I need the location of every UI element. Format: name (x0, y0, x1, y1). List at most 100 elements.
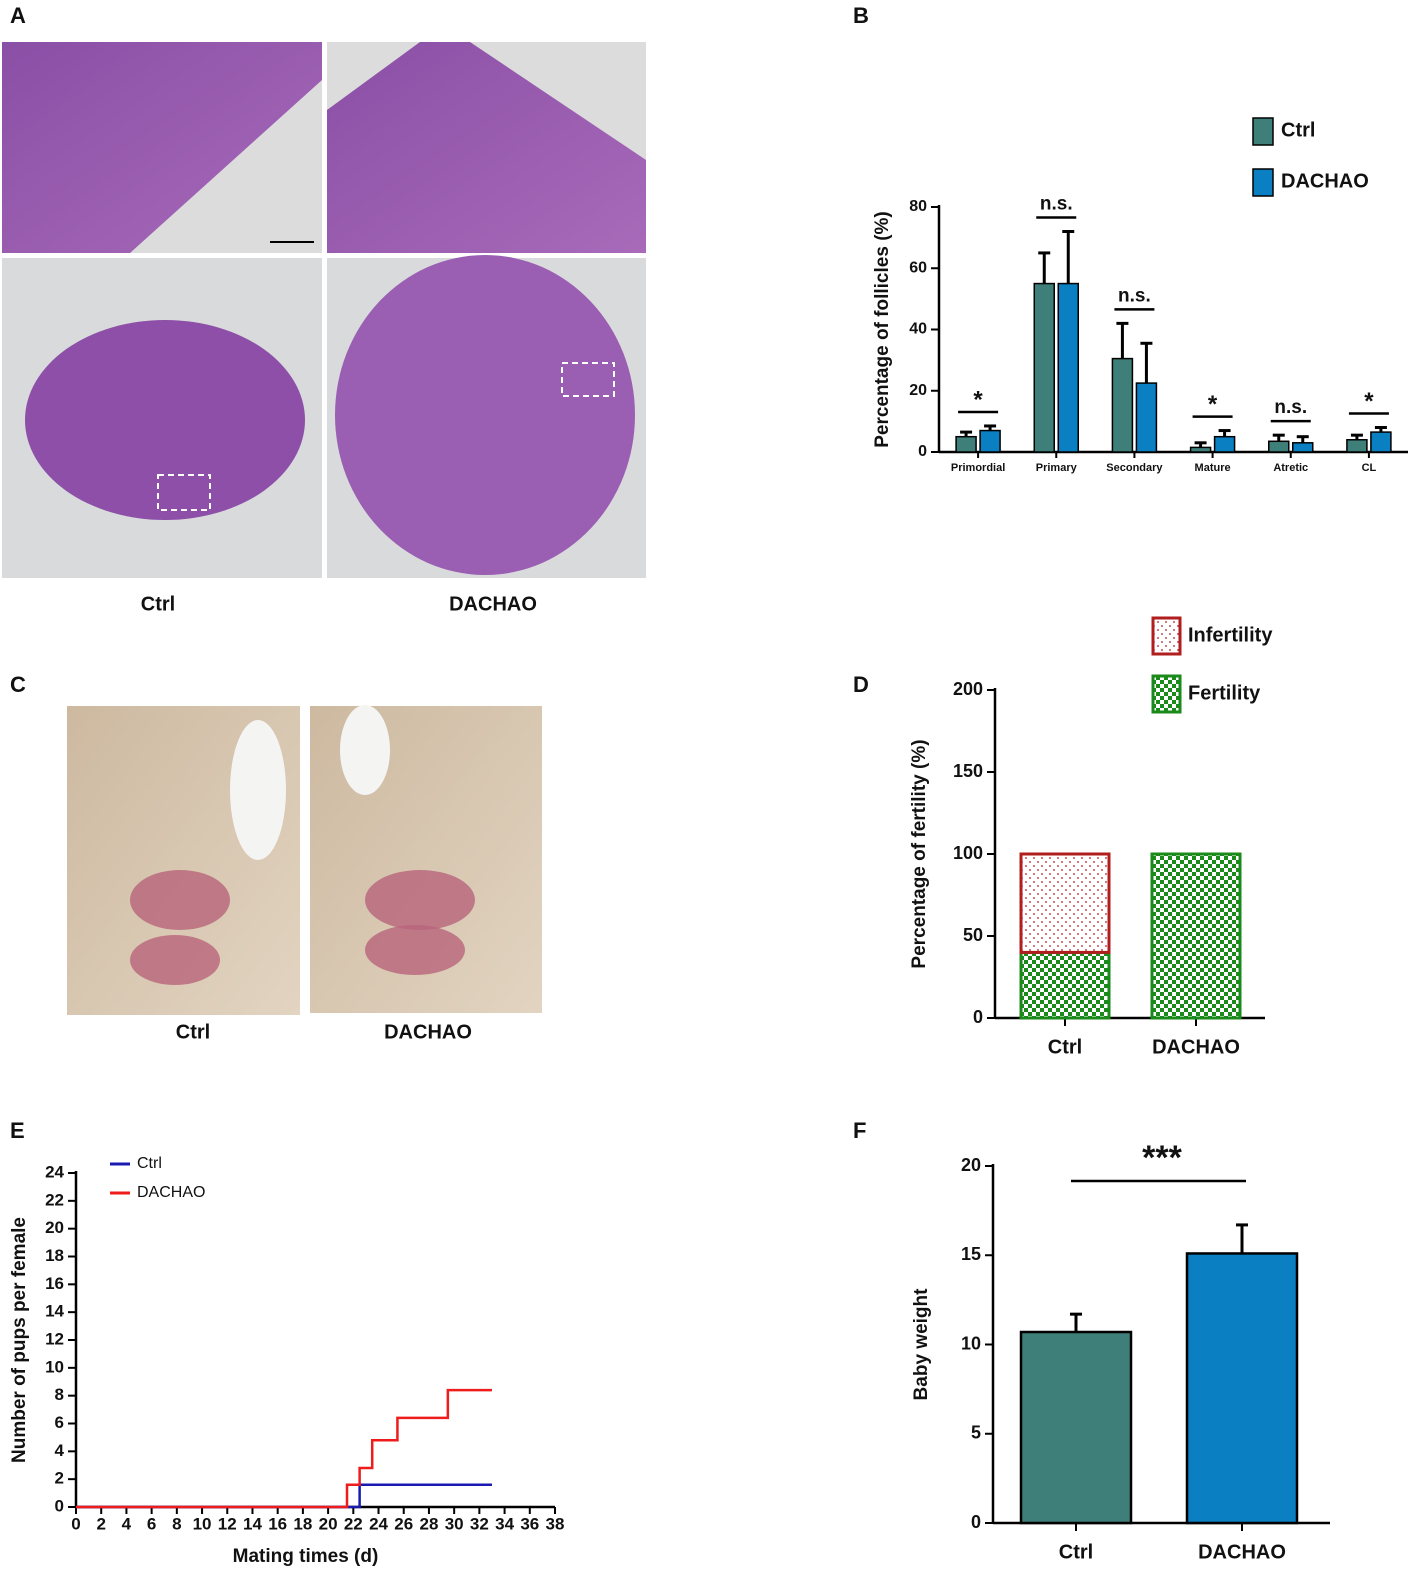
legend-swatch (1151, 616, 1182, 656)
bar (1268, 440, 1290, 453)
bar (1057, 282, 1079, 453)
bar (1033, 282, 1055, 453)
y-tick-label: 0 (971, 1512, 981, 1532)
legend-label: Fertility (1188, 682, 1261, 704)
y-axis-label: Number of pups per female (9, 1217, 30, 1463)
y-tick-label: 20 (961, 1155, 981, 1175)
bar (1189, 446, 1212, 453)
x-tick-label: DACHAO (1152, 1036, 1240, 1058)
x-tick-label: 30 (445, 1514, 464, 1533)
bar (1135, 382, 1158, 453)
legend-swatch (1252, 117, 1274, 146)
mouse (230, 720, 286, 860)
y-tick-label: 15 (961, 1244, 981, 1264)
x-tick-label: DACHAO (1198, 1541, 1286, 1563)
y-tick-label: 14 (45, 1302, 64, 1321)
y-tick-label: 150 (953, 761, 983, 781)
y-tick-label: 80 (909, 198, 927, 215)
y-tick-label: 8 (55, 1385, 64, 1404)
x-tick-label: 18 (293, 1514, 312, 1533)
y-tick-label: 22 (45, 1190, 64, 1209)
y-tick-label: 0 (55, 1496, 64, 1515)
y-tick-label: 10 (961, 1333, 981, 1353)
significance-label: * (1364, 388, 1374, 415)
significance-label: *** (1142, 1139, 1182, 1177)
legend-label: DACHAO (1281, 170, 1369, 192)
x-tick-label: 6 (147, 1514, 156, 1533)
y-tick-label: 2 (55, 1469, 64, 1488)
panel-label: C (10, 672, 26, 697)
x-tick-label: Secondary (1106, 462, 1163, 474)
x-tick-label: Primary (1036, 462, 1078, 474)
bar-segment (1019, 950, 1111, 1020)
panel-label: F (853, 1118, 866, 1143)
x-tick-label: 16 (268, 1514, 287, 1533)
bar (1185, 1252, 1299, 1525)
ovary (25, 320, 305, 520)
x-tick-label: 22 (344, 1514, 363, 1533)
caption: DACHAO (449, 593, 537, 615)
y-tick-label: 10 (45, 1357, 64, 1376)
y-tick-label: 0 (973, 1007, 983, 1027)
legend-swatch (1252, 168, 1274, 197)
panel-label: B (853, 3, 869, 28)
image-background (327, 42, 420, 110)
x-tick-label: Mature (1195, 462, 1231, 474)
bar (1292, 442, 1314, 453)
panel-label: A (10, 3, 26, 28)
y-tick-label: 16 (45, 1274, 64, 1293)
significance-label: n.s. (1274, 397, 1307, 418)
legend-label: DACHAO (137, 1184, 205, 1201)
bar (1346, 439, 1368, 453)
significance-label: * (1208, 391, 1218, 418)
caption: DACHAO (384, 1021, 472, 1043)
y-tick-label: 12 (45, 1329, 64, 1348)
x-tick-label: 28 (419, 1514, 438, 1533)
panel-label: E (10, 1118, 25, 1143)
legend-label: Infertility (1188, 624, 1273, 646)
y-tick-label: 24 (45, 1162, 64, 1181)
histology-images (2, 42, 646, 578)
x-tick-label: Atretic (1273, 462, 1308, 474)
y-tick-label: 5 (971, 1423, 981, 1443)
x-tick-label: 12 (218, 1514, 237, 1533)
y-tick-label: 18 (45, 1246, 64, 1265)
x-tick-label: 20 (319, 1514, 338, 1533)
legend-label: Ctrl (137, 1155, 162, 1172)
panel-label: D (853, 672, 869, 697)
significance-label: * (973, 386, 983, 413)
mouse (340, 705, 390, 795)
y-tick-label: 60 (909, 259, 927, 276)
image-background (130, 80, 322, 253)
x-tick-label: 24 (369, 1514, 388, 1533)
line (76, 1388, 492, 1509)
image-background (470, 42, 646, 160)
y-tick-label: 50 (963, 925, 983, 945)
x-tick-label: 4 (122, 1514, 132, 1533)
legend-swatch (1151, 674, 1182, 714)
bar (979, 429, 1001, 453)
ovary (335, 255, 635, 575)
x-tick-label: 32 (470, 1514, 489, 1533)
cage-images (67, 705, 542, 1015)
y-tick-label: 20 (909, 382, 927, 399)
bar (1370, 431, 1392, 453)
y-tick-label: 40 (909, 321, 927, 338)
x-tick-label: Primordial (951, 462, 1005, 474)
y-axis-label: Baby weight (911, 1288, 932, 1401)
y-tick-label: 20 (45, 1218, 64, 1237)
x-tick-label: 0 (71, 1514, 80, 1533)
bar (1019, 1330, 1133, 1525)
bar (955, 435, 977, 453)
x-tick-label: 8 (172, 1514, 181, 1533)
x-tick-label: 26 (394, 1514, 413, 1533)
y-tick-label: 100 (953, 843, 983, 863)
y-tick-label: 0 (918, 443, 927, 460)
y-tick-label: 200 (953, 679, 983, 699)
x-tick-label: 10 (193, 1514, 212, 1533)
caption: Ctrl (141, 593, 175, 615)
bar (1111, 357, 1134, 453)
y-axis-label: Percentage of follicles (%) (872, 211, 893, 448)
line (76, 1483, 492, 1509)
